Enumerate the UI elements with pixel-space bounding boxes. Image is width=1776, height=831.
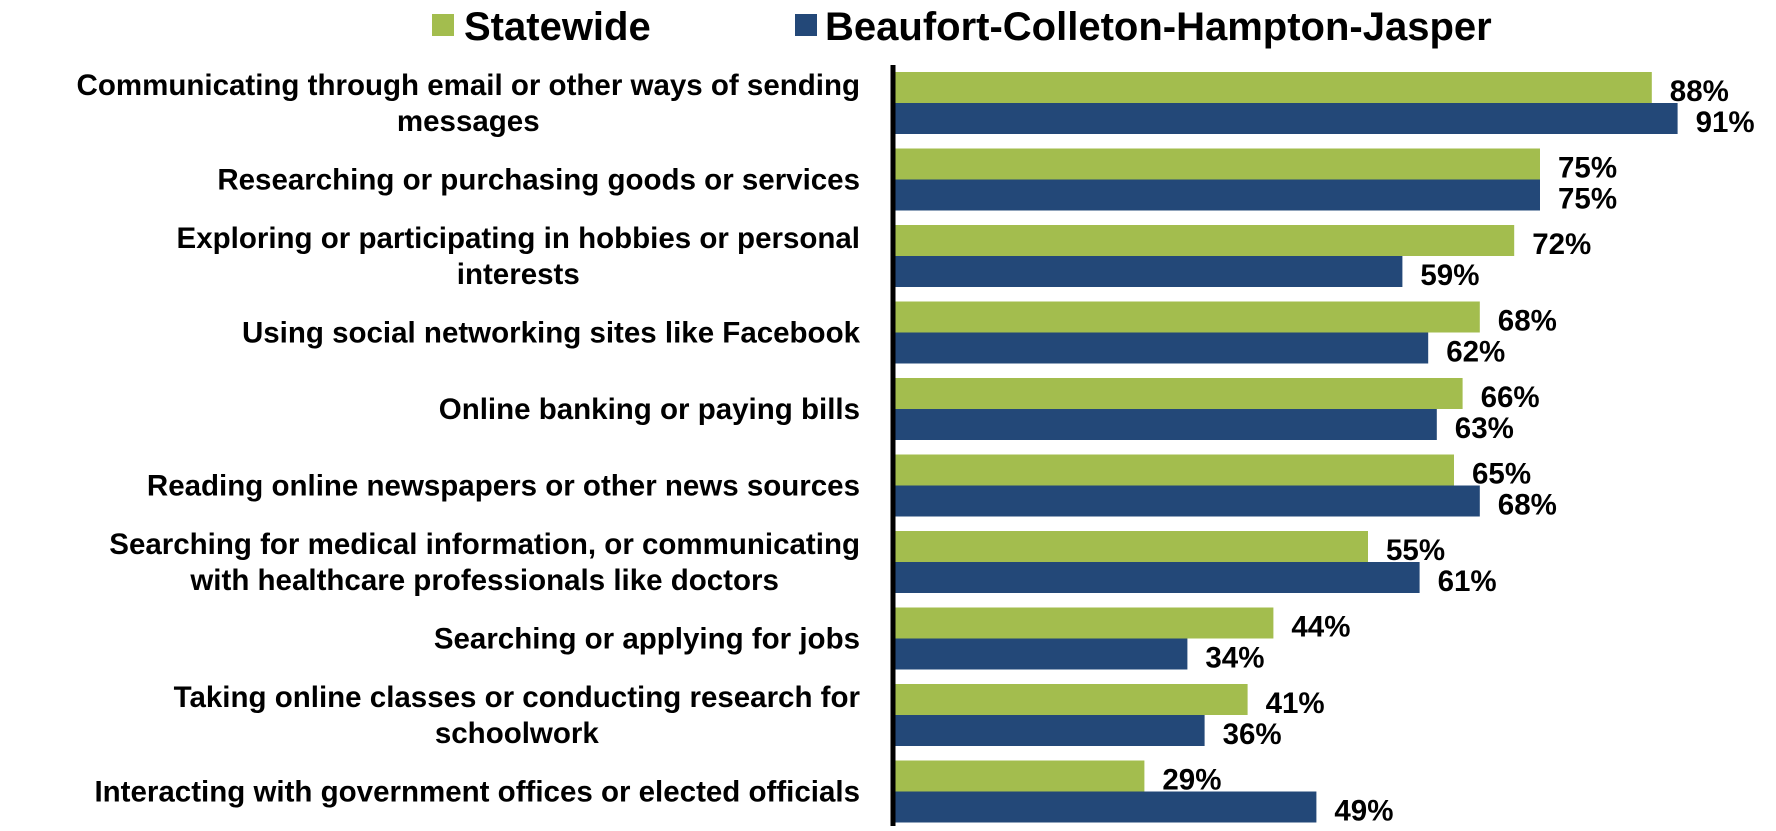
value-label-statewide-8: 44% (1291, 611, 1350, 644)
legend-swatch-beaufort-colleton-hampton-jasper (795, 14, 817, 36)
legend-label-statewide: Statewide (464, 5, 651, 49)
bar-statewide-5 (895, 378, 1463, 409)
category-label-taking-online-classes-or-conducting-rese: Taking online classes or conducting rese… (174, 681, 861, 750)
category-labels: Communicating through email or other way… (77, 69, 861, 809)
bar-beaufort-colleton-hampton-jasper-3 (895, 256, 1403, 287)
bar-beaufort-colleton-hampton-jasper-7 (895, 562, 1420, 593)
category-label-interacting-with-government-offices-or-e: Interacting with government offices or e… (94, 776, 860, 809)
bar-beaufort-colleton-hampton-jasper-4 (895, 332, 1429, 364)
bar-beaufort-colleton-hampton-jasper-8 (895, 638, 1188, 670)
value-label-statewide-10: 29% (1162, 764, 1221, 797)
value-label-statewide-2: 75% (1558, 152, 1617, 185)
value-label-statewide-6: 65% (1472, 458, 1531, 491)
bar-statewide-1 (895, 72, 1652, 103)
value-label-beaufort-colleton-hampton-jasper-7: 61% (1438, 565, 1497, 598)
value-label-statewide-1: 88% (1670, 75, 1729, 108)
value-label-beaufort-colleton-hampton-jasper-2: 75% (1558, 183, 1617, 216)
bar-beaufort-colleton-hampton-jasper-2 (895, 179, 1540, 211)
category-label-exploring-or-participating-in-hobbies-or: Exploring or participating in hobbies or… (177, 222, 860, 291)
bar-statewide-8 (895, 607, 1274, 639)
value-label-beaufort-colleton-hampton-jasper-1: 91% (1696, 106, 1755, 139)
value-label-statewide-9: 41% (1266, 687, 1325, 720)
value-label-beaufort-colleton-hampton-jasper-8: 34% (1205, 642, 1264, 675)
value-label-statewide-7: 55% (1386, 534, 1445, 567)
value-label-beaufort-colleton-hampton-jasper-10: 49% (1334, 795, 1393, 827)
category-label-searching-for-medical-information-or-com: Searching for medical information, or co… (109, 528, 860, 597)
category-label-online-banking-or-paying-bills: Online banking or paying bills (439, 393, 860, 426)
category-label-using-social-networking-sites-like-faceb: Using social networking sites like Faceb… (242, 317, 861, 350)
value-label-beaufort-colleton-hampton-jasper-9: 36% (1223, 718, 1282, 751)
category-label-researching-or-purchasing-goods-or-servi: Researching or purchasing goods or servi… (217, 164, 860, 197)
bars (895, 72, 1678, 823)
category-label-searching-or-applying-for-jobs: Searching or applying for jobs (434, 623, 860, 656)
value-label-beaufort-colleton-hampton-jasper-5: 63% (1455, 412, 1514, 445)
category-label-reading-online-newspapers-or-other-news-: Reading online newspapers or other news … (147, 470, 860, 503)
bar-statewide-2 (895, 148, 1540, 180)
value-label-beaufort-colleton-hampton-jasper-6: 68% (1498, 489, 1557, 522)
value-label-statewide-4: 68% (1498, 305, 1557, 338)
legend-swatch-statewide (432, 14, 454, 36)
bar-statewide-3 (895, 225, 1515, 256)
bar-beaufort-colleton-hampton-jasper-5 (895, 409, 1437, 440)
value-labels: 88%91%75%75%72%59%68%62%66%63%65%68%55%6… (1162, 75, 1755, 828)
value-label-statewide-3: 72% (1532, 228, 1591, 261)
bar-statewide-7 (895, 531, 1368, 562)
bar-statewide-10 (895, 760, 1145, 792)
bar-beaufort-colleton-hampton-jasper-9 (895, 715, 1205, 746)
bar-statewide-4 (895, 301, 1480, 333)
legend-label-beaufort-colleton-hampton-jasper: Beaufort-Colleton-Hampton-Jasper (825, 5, 1492, 49)
value-label-statewide-5: 66% (1481, 381, 1540, 414)
legend: Statewide Beaufort-Colleton-Hampton-Jasp… (432, 5, 1492, 49)
bar-beaufort-colleton-hampton-jasper-10 (895, 791, 1317, 823)
bar-statewide-6 (895, 454, 1454, 486)
value-label-beaufort-colleton-hampton-jasper-4: 62% (1446, 336, 1505, 369)
value-label-beaufort-colleton-hampton-jasper-3: 59% (1420, 259, 1479, 292)
bar-beaufort-colleton-hampton-jasper-6 (895, 485, 1480, 517)
category-label-communicating-through-email-or-other-way: Communicating through email or other way… (77, 69, 860, 138)
bar-beaufort-colleton-hampton-jasper-1 (895, 103, 1678, 134)
bar-statewide-9 (895, 684, 1248, 715)
